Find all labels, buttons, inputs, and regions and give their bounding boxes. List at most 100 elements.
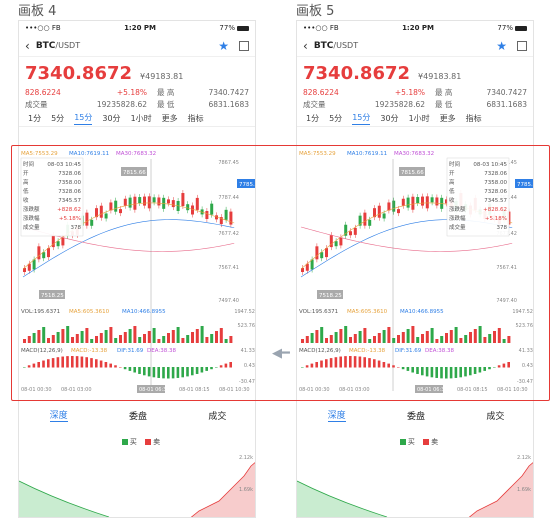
macd-bar	[85, 357, 88, 368]
macd-bar	[325, 359, 328, 368]
volume-bar	[435, 339, 439, 343]
fullscreen-icon[interactable]	[517, 40, 527, 51]
volume-bar	[95, 336, 98, 343]
clock-label: 1:20 PM	[124, 24, 157, 32]
volume-bar	[339, 329, 343, 343]
macd-bar	[454, 367, 458, 378]
macd-bar	[61, 356, 64, 368]
tab-1m[interactable]: 1分	[306, 113, 320, 123]
volume-bar	[61, 329, 65, 343]
tab-5m[interactable]: 5分	[329, 113, 343, 123]
macd-bar	[37, 362, 40, 368]
volume-bar	[123, 332, 127, 343]
y-tick-label: 7677.42	[218, 231, 239, 237]
tab-15m[interactable]: 15分	[352, 112, 371, 125]
tab-orderbook[interactable]: 委盘	[128, 411, 147, 422]
tooltip-key: 开	[23, 170, 29, 177]
favorite-star-icon[interactable]: ★	[218, 38, 229, 53]
macd-bar	[363, 357, 366, 368]
status-bar: •••○○ FB 1:20 PM 77%	[19, 21, 255, 35]
vol-ma10-label: MA10:466.8955	[122, 309, 166, 315]
x-tick-label: 08-01 03:00	[61, 387, 92, 393]
macd-bar	[493, 367, 496, 368]
volume-bar	[195, 329, 199, 343]
macd-bar	[152, 367, 156, 378]
candle	[143, 196, 146, 206]
candle	[224, 209, 228, 220]
candle	[425, 196, 429, 209]
back-chevron-icon[interactable]: ‹	[303, 38, 308, 53]
macd-bar	[339, 356, 342, 368]
macd-bar	[200, 367, 204, 373]
volume-bar	[171, 330, 175, 343]
candle	[421, 196, 424, 206]
macd-bar	[315, 362, 318, 368]
candle	[397, 209, 400, 214]
macd-bar	[162, 367, 165, 379]
legend-sell: 卖	[431, 438, 439, 446]
tab-5m[interactable]: 5分	[51, 113, 65, 123]
tab-1h[interactable]: 1小时	[408, 113, 430, 123]
macd-bar	[23, 367, 26, 368]
tab-trades[interactable]: 成交	[208, 411, 227, 422]
last-price: 7340.8672	[25, 63, 133, 84]
legend-sell: 卖	[153, 438, 161, 446]
macd-bar	[397, 367, 400, 368]
candle	[358, 215, 362, 226]
fullscreen-icon[interactable]	[239, 40, 249, 51]
volume-bar	[229, 336, 233, 343]
vol-ma5-label: MA5:605.3610	[69, 309, 110, 315]
tab-orderbook[interactable]: 委盘	[406, 411, 425, 422]
candle	[95, 208, 98, 218]
volume-bar	[373, 336, 376, 343]
volume-bar	[205, 337, 209, 343]
low-price-text: 7518.25	[319, 293, 342, 299]
depth-sell-line	[190, 462, 255, 517]
favorite-star-icon[interactable]: ★	[496, 38, 507, 53]
tooltip-key: 成交量	[449, 223, 466, 231]
macd-bar	[440, 367, 443, 379]
tab-1m[interactable]: 1分	[28, 113, 42, 123]
current-price-tag	[237, 179, 255, 188]
tab-indicator[interactable]: 指标	[465, 113, 482, 123]
volume-label: 成交量	[25, 99, 48, 109]
depth-chart: 2.12k 1.69k	[297, 455, 533, 517]
candle	[191, 205, 194, 215]
tab-depth[interactable]: 深度	[327, 408, 346, 422]
depth-sell-area	[191, 462, 255, 517]
x-cursor-box	[415, 385, 443, 393]
macd-bar	[368, 358, 371, 368]
tab-depth[interactable]: 深度	[49, 408, 68, 422]
y-tick-label: 7497.40	[218, 298, 239, 304]
tab-more[interactable]: 更多	[439, 113, 456, 123]
vol-ma5-label: MA5:605.3610	[347, 309, 388, 315]
tab-indicator[interactable]: 指标	[187, 113, 204, 123]
volume-bar	[80, 331, 84, 343]
tab-30m[interactable]: 30分	[380, 113, 399, 123]
macd-bar	[406, 367, 410, 371]
tab-trades[interactable]: 成交	[486, 411, 505, 422]
volume-bar	[152, 328, 156, 343]
kline-chart[interactable]: MA5:7553.29MA10:7619.11MA30:7683.327867.…	[297, 147, 534, 403]
volume-bar	[411, 326, 415, 343]
tab-15m[interactable]: 15分	[74, 112, 93, 125]
x-tick-label: 08-01 03:00	[339, 387, 370, 393]
macd-bar	[349, 356, 352, 368]
candle	[320, 252, 324, 259]
current-price-text: 7785.32	[517, 182, 534, 188]
macd-bar	[47, 359, 50, 368]
tab-1h[interactable]: 1小时	[130, 113, 152, 123]
macd-y-tick: -30.47	[239, 379, 255, 385]
change-amount: 828.6224	[303, 87, 339, 97]
carrier-label: •••○○ FB	[303, 24, 339, 32]
candle	[445, 199, 448, 204]
tab-30m[interactable]: 30分	[102, 113, 121, 123]
candle	[37, 246, 41, 260]
volume-bar	[464, 335, 468, 343]
candle	[90, 219, 94, 226]
price-row: 7340.8672 ¥49183.81	[19, 57, 255, 86]
back-chevron-icon[interactable]: ‹	[25, 38, 30, 53]
tab-more[interactable]: 更多	[161, 113, 178, 123]
low-value: 6831.1683	[208, 99, 249, 109]
